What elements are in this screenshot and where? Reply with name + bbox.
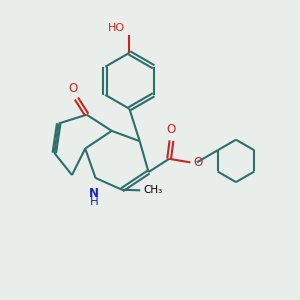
Text: HO: HO [108,23,125,33]
Text: CH₃: CH₃ [144,185,163,195]
Text: O: O [69,82,78,95]
Text: H: H [90,195,98,208]
Text: O: O [167,123,176,136]
Text: O: O [194,156,203,169]
Text: N: N [89,188,99,200]
